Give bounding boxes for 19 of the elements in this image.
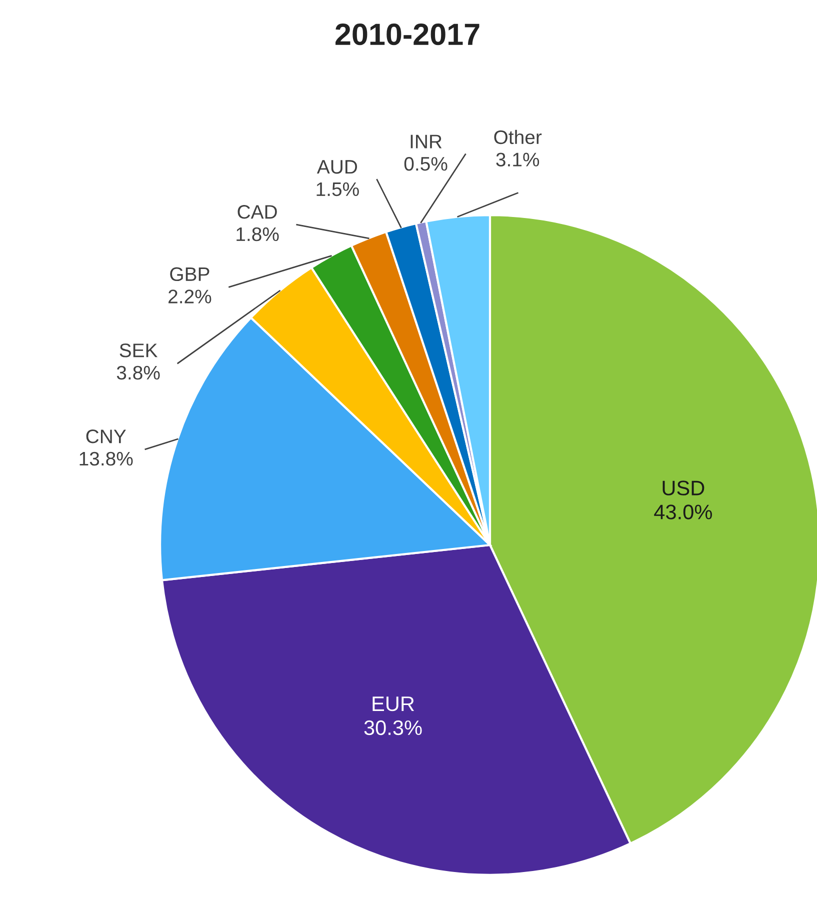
slice-label: SEK	[120, 343, 158, 358]
slice-label: INR	[410, 134, 442, 148]
slice-label: GBP	[170, 267, 210, 282]
data-label: 0.5%	[404, 156, 448, 171]
slice-label: USD	[662, 480, 704, 496]
data-label: 3.1%	[496, 152, 540, 166]
data-label: 30.3%	[364, 720, 422, 736]
slice-label: EUR	[372, 696, 414, 712]
chart-title: 2010-2017	[336, 24, 480, 46]
slice-label: CAD	[238, 204, 277, 219]
data-label: 43.0%	[654, 504, 712, 520]
data-label: 1.8%	[236, 227, 279, 242]
data-label: 13.8%	[80, 452, 133, 466]
data-label: 3.8%	[116, 366, 160, 380]
slice-label: CNY	[86, 430, 126, 444]
data-label: 1.5%	[316, 182, 359, 196]
data-label: 2.2%	[168, 290, 212, 304]
slice-label: Other	[494, 130, 542, 144]
slice-label: AUD	[316, 160, 358, 174]
